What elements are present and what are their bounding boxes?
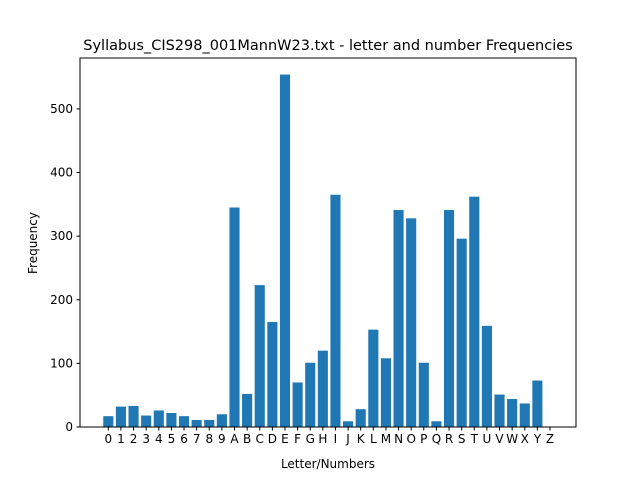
x-tick-label-F: F (294, 432, 301, 446)
bar-S (456, 238, 467, 427)
x-tick-label-2: 2 (130, 432, 138, 446)
bar-K (355, 409, 366, 427)
bar-9 (216, 414, 227, 427)
x-tick-label-W: W (506, 432, 518, 446)
x-tick-label-R: R (445, 432, 453, 446)
bar-A (229, 207, 240, 427)
x-axis-label: Letter/Numbers (281, 457, 375, 471)
x-tick-label-4: 4 (155, 432, 163, 446)
x-tick-label-V: V (495, 432, 504, 446)
x-tick-label-1: 1 (117, 432, 125, 446)
x-tick-label-D: D (268, 432, 277, 446)
x-tick-label-P: P (420, 432, 427, 446)
x-tick-label-B: B (243, 432, 251, 446)
bar-Y (532, 380, 543, 427)
x-tick-label-J: J (345, 432, 350, 446)
bar-H (317, 350, 328, 427)
bar-6 (178, 416, 190, 427)
x-tick-label-E: E (281, 432, 289, 446)
x-tick-label-3: 3 (142, 432, 150, 446)
x-tick-label-Q: Q (432, 432, 441, 446)
x-tick-label-U: U (483, 432, 492, 446)
x-tick-label-9: 9 (218, 432, 226, 446)
y-tick-label-400: 400 (50, 166, 73, 180)
bar-U (481, 325, 492, 427)
x-tick-label-H: H (318, 432, 327, 446)
y-tick-label-300: 300 (50, 229, 73, 243)
bar-I (330, 194, 341, 427)
bar-2 (128, 406, 139, 427)
bar-7 (191, 420, 202, 427)
bars-group (103, 74, 543, 427)
y-tick-label-200: 200 (50, 293, 73, 307)
bar-G (305, 362, 316, 427)
x-tick-label-7: 7 (193, 432, 201, 446)
bar-0 (103, 416, 114, 427)
bar-1 (115, 406, 126, 427)
bar-5 (166, 413, 177, 427)
bar-Q (431, 421, 442, 427)
bar-X (519, 403, 530, 427)
x-tick-label-8: 8 (205, 432, 213, 446)
bar-N (393, 210, 404, 427)
x-tick-label-G: G (306, 432, 315, 446)
x-tick-label-S: S (458, 432, 466, 446)
x-tick-label-0: 0 (104, 432, 112, 446)
x-tick-label-6: 6 (180, 432, 188, 446)
x-tick-label-M: M (381, 432, 391, 446)
y-tick-label-500: 500 (50, 102, 73, 116)
bar-D (267, 322, 278, 427)
bar-C (254, 285, 265, 427)
x-tick-label-Y: Y (533, 432, 542, 446)
bar-L (368, 329, 379, 427)
bar-8 (204, 420, 215, 427)
x-tick-label-K: K (357, 432, 366, 446)
x-tick-label-X: X (521, 432, 529, 446)
bar-O (406, 218, 417, 427)
bar-4 (153, 410, 164, 427)
bar-B (242, 393, 253, 427)
y-axis-label: Frequency (26, 212, 40, 274)
bar-V (494, 394, 505, 427)
bar-T (469, 196, 480, 427)
chart-title: Syllabus_CIS298_001MannW23.txt - letter … (83, 38, 572, 54)
bar-W (507, 399, 518, 427)
x-tick-label-Z: Z (546, 432, 554, 446)
bar-F (292, 382, 303, 427)
plot-frame (79, 57, 577, 428)
bar-R (443, 210, 455, 427)
y-tick-label-0: 0 (65, 420, 73, 434)
bar-J (343, 421, 354, 427)
x-tick-label-L: L (370, 432, 377, 446)
bar-3 (141, 415, 152, 427)
x-tick-label-T: T (470, 432, 479, 446)
x-tick-label-A: A (230, 432, 239, 446)
x-tick-label-N: N (394, 432, 403, 446)
x-tick-label-O: O (406, 432, 415, 446)
x-tick-label-I: I (334, 432, 338, 446)
y-tick-label-100: 100 (50, 356, 73, 370)
x-tick-label-5: 5 (168, 432, 176, 446)
bar-E (279, 74, 291, 427)
bar-P (418, 362, 429, 427)
x-tick-label-C: C (256, 432, 264, 446)
bar-M (380, 358, 391, 427)
y-axis: 0 100 200 300 400 500 (50, 102, 80, 434)
